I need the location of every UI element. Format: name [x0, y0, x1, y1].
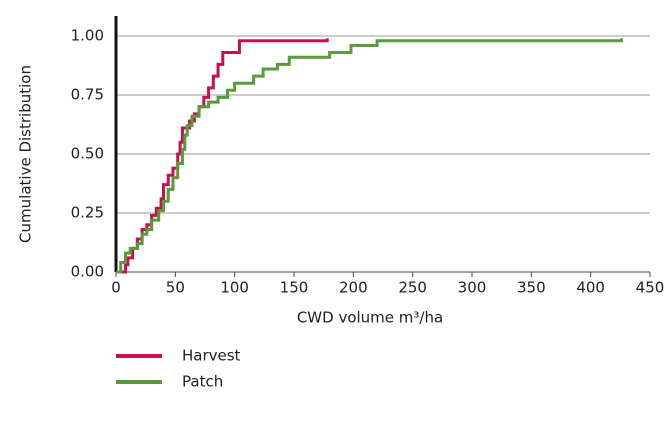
y-tick-label: 0.75	[71, 86, 104, 104]
x-tick-label: 50	[166, 279, 185, 297]
y-axis-label: Cumulative Distribution	[17, 65, 35, 243]
x-tick-label: 300	[458, 279, 487, 297]
x-tick-label: 0	[111, 279, 121, 297]
x-tick-label: 200	[339, 279, 368, 297]
step-line	[118, 38, 329, 274]
x-tick-label: 100	[220, 279, 249, 297]
x-axis-label: CWD volume m³/ha	[297, 309, 443, 327]
x-tick-label: 400	[576, 279, 605, 297]
x-tick-label: 350	[517, 279, 546, 297]
x-tick-label: 150	[280, 279, 309, 297]
y-tick-label: 0.50	[71, 145, 104, 163]
legend-label: Harvest	[182, 347, 241, 365]
legend-label: Patch	[182, 373, 223, 391]
y-tick-label: 0.00	[71, 263, 104, 281]
y-tick-label: 0.25	[71, 204, 104, 222]
x-tick-label: 250	[398, 279, 427, 297]
x-tick-label: 450	[636, 279, 665, 297]
step-line	[116, 38, 624, 274]
y-tick-label: 1.00	[71, 27, 104, 45]
